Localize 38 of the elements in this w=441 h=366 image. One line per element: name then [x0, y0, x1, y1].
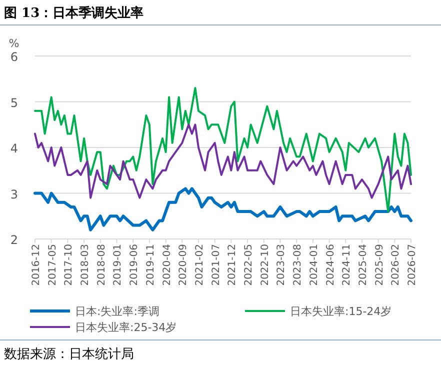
- y-tick-label: 4: [10, 142, 18, 156]
- y-tick-label: 5: [10, 96, 18, 110]
- y-tick-label: 3: [10, 187, 18, 202]
- x-tick-label: 2021-02: [194, 244, 206, 286]
- x-tick-label: 2023-08: [292, 244, 304, 286]
- line-series: [34, 187, 412, 232]
- x-tick-label: 2016-12: [31, 244, 42, 286]
- legend-label: 日本:失业率:季调: [75, 305, 160, 318]
- legend-label: 日本失业率:25-34岁: [75, 321, 177, 334]
- source-note: 数据来源：日本统计局: [4, 347, 134, 362]
- x-tick-label: 2019-01: [112, 244, 124, 286]
- x-tick-label: 2026-02: [390, 244, 402, 286]
- x-tick-label: 2018-03: [80, 244, 92, 286]
- x-tick-label: 2022-05: [244, 244, 255, 286]
- chart-title: 图 13：日本季调失业率: [4, 5, 144, 21]
- x-tick-label: 2024-06: [325, 244, 336, 286]
- x-tick-label: 2020-09: [178, 244, 190, 286]
- x-tick-label: 2025-09: [374, 244, 386, 286]
- y-axis-title: %: [8, 37, 20, 50]
- line-series: [34, 124, 412, 199]
- x-tick-label: 2017-10: [64, 244, 75, 286]
- x-tick-label: 2026-07: [407, 244, 418, 286]
- x-tick-label: 2025-04: [358, 244, 369, 286]
- x-tick-label: 2021-07: [210, 244, 222, 286]
- y-tick-label: 2: [10, 233, 18, 247]
- x-tick-label: 2022-10: [260, 244, 271, 286]
- x-tick-label: 2023-03: [276, 244, 288, 286]
- x-tick-label: 2019-11: [145, 244, 156, 286]
- legend-label: 日本失业率:15-24岁: [290, 305, 392, 318]
- x-tick-label: 2019-06: [129, 244, 140, 286]
- x-tick-label: 2024-11: [342, 244, 353, 286]
- line-series: [34, 87, 412, 213]
- x-tick-label: 2018-08: [96, 244, 108, 286]
- x-tick-label: 2020-04: [162, 244, 173, 286]
- x-tick-label: 2017-05: [47, 244, 58, 286]
- x-tick-label: 2024-01: [308, 244, 320, 286]
- y-tick-label: 6: [10, 50, 18, 64]
- x-tick-label: 2021-12: [227, 244, 238, 286]
